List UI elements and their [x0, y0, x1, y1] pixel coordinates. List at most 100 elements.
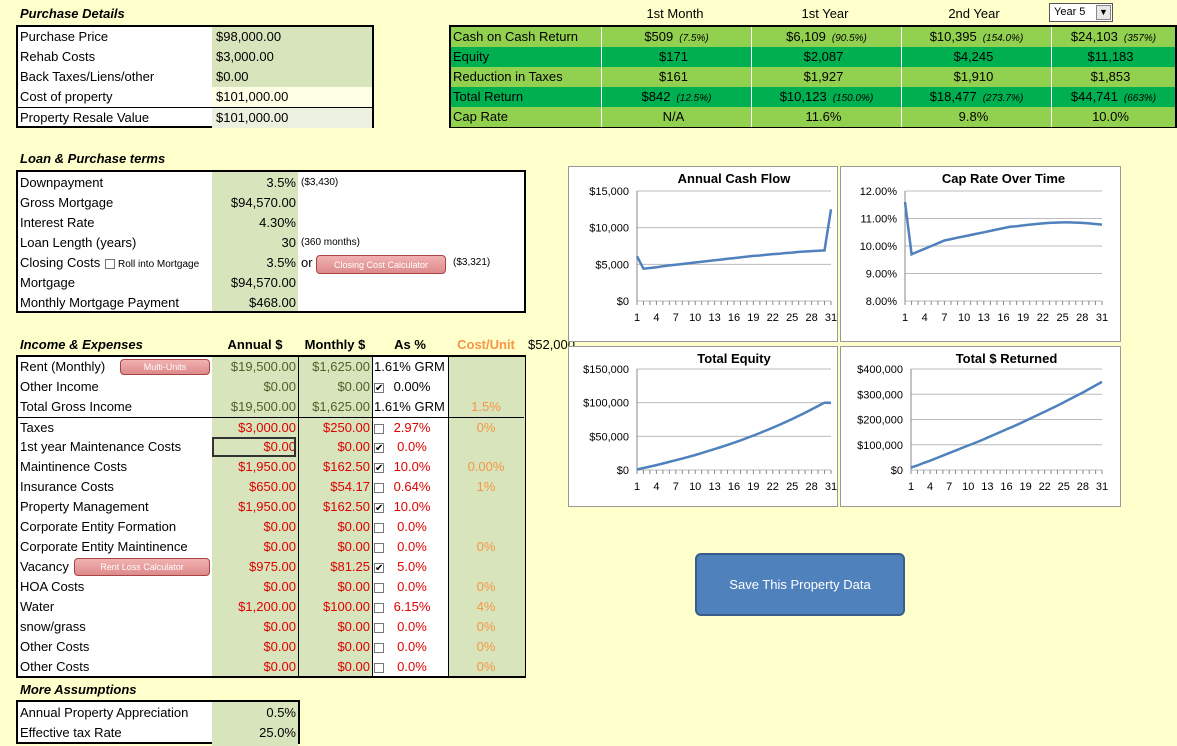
income-cost-unit[interactable]: 1.5%	[471, 399, 501, 414]
income-cost-unit[interactable]: 0%	[476, 639, 496, 654]
purchase-row-value[interactable]: $98,000.00	[212, 27, 372, 47]
rent-loss-calculator-button[interactable]: Rent Loss Calculator	[74, 558, 210, 576]
income-cost-unit[interactable]: 4%	[476, 599, 496, 614]
income-annual[interactable]: $19,500.00	[230, 399, 296, 414]
income-monthly[interactable]: $54.17	[330, 479, 370, 494]
income-checkbox[interactable]	[374, 642, 384, 653]
header-2nd-year: 2nd Year	[948, 6, 1000, 21]
income-checkbox[interactable]	[374, 602, 384, 613]
income-cost-unit[interactable]	[448, 557, 524, 577]
x-tick-label: 19	[747, 312, 759, 324]
chevron-down-icon[interactable]: ▼	[1096, 5, 1111, 20]
income-pct-cell: 0.0%	[374, 537, 446, 557]
income-monthly[interactable]: $0.00	[337, 539, 370, 554]
income-checkbox[interactable]: ✔	[374, 382, 384, 394]
income-annual[interactable]: $1,200.00	[238, 599, 296, 614]
income-cost-unit[interactable]	[448, 517, 524, 537]
income-pct: 0.0%	[397, 639, 427, 654]
income-annual[interactable]: $0.00	[263, 619, 296, 634]
income-checkbox[interactable]	[374, 423, 384, 434]
income-checkbox[interactable]	[374, 582, 384, 593]
summary-pct: (7.5%)	[679, 33, 709, 44]
income-monthly[interactable]: $0.00	[337, 659, 370, 674]
save-property-button[interactable]: Save This Property Data	[695, 553, 905, 616]
income-monthly[interactable]: $100.00	[323, 599, 370, 614]
tax-rate-input[interactable]: 25.0%	[259, 725, 296, 740]
loan-title: Loan & Purchase terms	[20, 151, 166, 166]
purchase-row-value[interactable]: $101,000.00	[212, 108, 372, 128]
purchase-row-value[interactable]: $3,000.00	[212, 47, 372, 67]
x-tick-label: 10	[689, 312, 701, 324]
income-monthly[interactable]: $1,625.00	[312, 359, 370, 374]
income-annual[interactable]: $1,950.00	[238, 499, 296, 514]
income-annual[interactable]: $19,500.00	[230, 359, 296, 374]
income-cost-unit[interactable]: 0%	[476, 659, 496, 674]
income-monthly[interactable]: $0.00	[337, 519, 370, 534]
income-monthly[interactable]: $250.00	[323, 420, 370, 435]
multi-units-button[interactable]: Multi-Units	[120, 359, 210, 375]
income-annual[interactable]: $975.00	[249, 559, 296, 574]
income-monthly[interactable]: $0.00	[337, 639, 370, 654]
income-checkbox[interactable]	[374, 662, 384, 673]
income-monthly[interactable]: $162.50	[323, 499, 370, 514]
income-checkbox[interactable]: ✔	[374, 462, 384, 474]
income-annual[interactable]: $0.00	[212, 437, 296, 457]
income-annual[interactable]: $0.00	[263, 379, 296, 394]
income-cost-unit[interactable]: 1%	[476, 479, 496, 494]
summary-cell: $4,245	[901, 47, 1051, 67]
income-annual[interactable]: $650.00	[249, 479, 296, 494]
income-cost-unit[interactable]	[448, 377, 524, 397]
roll-into-mortgage[interactable]: Roll into Mortgage	[105, 253, 199, 273]
summary-cell: 9.8%	[901, 107, 1051, 127]
income-cost-unit[interactable]: 0%	[476, 420, 496, 435]
income-checkbox[interactable]: ✔	[374, 562, 384, 574]
summary-cell: $171	[601, 47, 751, 67]
x-tick-label: 7	[673, 481, 679, 493]
income-checkbox[interactable]	[374, 482, 384, 493]
income-monthly[interactable]: $0.00	[337, 579, 370, 594]
purchase-row-value[interactable]: $0.00	[212, 67, 372, 87]
income-cost-unit[interactable]: 0.00%	[467, 459, 505, 474]
income-cost-unit[interactable]	[448, 437, 524, 457]
summary-cell: $10,123 (150.0%)	[751, 87, 901, 107]
closing-note: ($3,321)	[453, 257, 491, 268]
downpayment-input[interactable]: 3.5%	[266, 175, 296, 190]
income-pct-cell: 1.61% GRM	[374, 397, 446, 417]
income-cost-unit[interactable]: 0%	[476, 539, 496, 554]
loan-length-input[interactable]: 30	[281, 235, 296, 250]
income-annual[interactable]: $0.00	[263, 639, 296, 654]
income-annual[interactable]: $1,950.00	[238, 459, 296, 474]
interest-rate-input[interactable]: 4.30%	[259, 215, 296, 230]
income-annual[interactable]: $0.00	[263, 659, 296, 674]
closing-cost-calculator-button[interactable]: Closing Cost Calculator	[316, 255, 446, 274]
downpayment-note: ($3,430)	[301, 177, 339, 188]
income-monthly[interactable]: $81.25	[330, 559, 370, 574]
income-monthly[interactable]: $0.00	[337, 379, 370, 394]
income-monthly[interactable]: $0.00	[337, 439, 370, 454]
income-checkbox[interactable]	[374, 522, 384, 533]
year-select[interactable]: Year 5 ▼	[1049, 3, 1113, 22]
income-cost-unit[interactable]: 0%	[476, 619, 496, 634]
income-checkbox[interactable]: ✔	[374, 442, 384, 454]
income-cost-unit[interactable]: 0%	[476, 579, 496, 594]
x-tick-label: 16	[728, 312, 740, 324]
income-monthly[interactable]: $1,625.00	[312, 399, 370, 414]
roll-checkbox[interactable]	[105, 258, 115, 269]
income-annual[interactable]: $3,000.00	[238, 420, 296, 435]
income-annual[interactable]: $0.00	[263, 519, 296, 534]
income-annual[interactable]: $0.00	[263, 579, 296, 594]
roll-label: Roll into Mortgage	[118, 259, 200, 270]
income-cost-unit[interactable]	[448, 497, 524, 517]
closing-costs-input[interactable]: 3.5%	[266, 255, 296, 270]
income-checkbox[interactable]	[374, 622, 384, 633]
purchase-row: Property Resale Value $101,000.00	[18, 107, 372, 128]
income-cost-unit[interactable]	[448, 357, 524, 377]
income-checkbox[interactable]: ✔	[374, 502, 384, 514]
income-monthly[interactable]: $0.00	[337, 619, 370, 634]
summary-row: Reduction in Taxes $161 $1,927 $1,910 $1,853	[451, 67, 1175, 87]
summary-value: $1,927	[803, 69, 844, 84]
appreciation-input[interactable]: 0.5%	[266, 705, 296, 720]
income-monthly[interactable]: $162.50	[323, 459, 370, 474]
income-checkbox[interactable]	[374, 542, 384, 553]
income-annual[interactable]: $0.00	[263, 539, 296, 554]
